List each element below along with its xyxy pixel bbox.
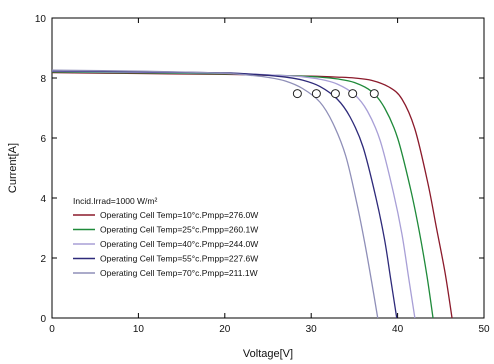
- mpp-marker-3: [330, 89, 340, 99]
- axis-ticks: 0 10 20 30 40 50 0 2 4 6 8 10: [35, 14, 490, 335]
- x-tick-label: 0: [49, 324, 55, 335]
- series-line-5: [51, 69, 379, 319]
- mpp-marker-1: [369, 89, 379, 99]
- y-tick-label: 2: [40, 254, 46, 265]
- mpp-marker-5: [292, 89, 302, 99]
- mpp-marker-2: [348, 89, 358, 99]
- legend-label-2: Operating Cell Temp=25°c.Pmpp=260.1W: [100, 225, 258, 235]
- legend-label-3: Operating Cell Temp=40°c.Pmpp=244.0W: [100, 239, 258, 249]
- x-tick-label: 20: [219, 324, 231, 335]
- x-tick-label: 40: [392, 324, 404, 335]
- series-line-3: [51, 70, 416, 319]
- series-line-4: [51, 70, 398, 319]
- y-tick-label: 4: [40, 194, 46, 205]
- mpp-markers: [292, 89, 379, 99]
- y-tick-label: 10: [35, 14, 47, 25]
- x-tick-label: 30: [306, 324, 318, 335]
- plot-frame: [51, 17, 485, 319]
- y-axis-title: Current[A]: [7, 143, 19, 193]
- legend-label-4: Operating Cell Temp=55°c.Pmpp=227.6W: [100, 254, 258, 264]
- x-axis-title: Voltage[V]: [243, 348, 293, 360]
- y-tick-label: 6: [40, 134, 46, 145]
- legend: Incid.Irrad=1000 W/m² Operating Cell Tem…: [73, 196, 258, 278]
- y-tick-label: 8: [40, 74, 46, 85]
- series-layer: [51, 69, 453, 319]
- mpp-marker-4: [311, 89, 321, 99]
- x-tick-label: 10: [133, 324, 145, 335]
- legend-label-1: Operating Cell Temp=10°c.Pmpp=276.0W: [100, 210, 258, 220]
- legend-label-5: Operating Cell Temp=70°c.Pmpp=211.1W: [100, 268, 258, 278]
- y-tick-label: 0: [40, 314, 46, 325]
- x-tick-label: 50: [478, 324, 490, 335]
- legend-title: Incid.Irrad=1000 W/m²: [73, 196, 157, 206]
